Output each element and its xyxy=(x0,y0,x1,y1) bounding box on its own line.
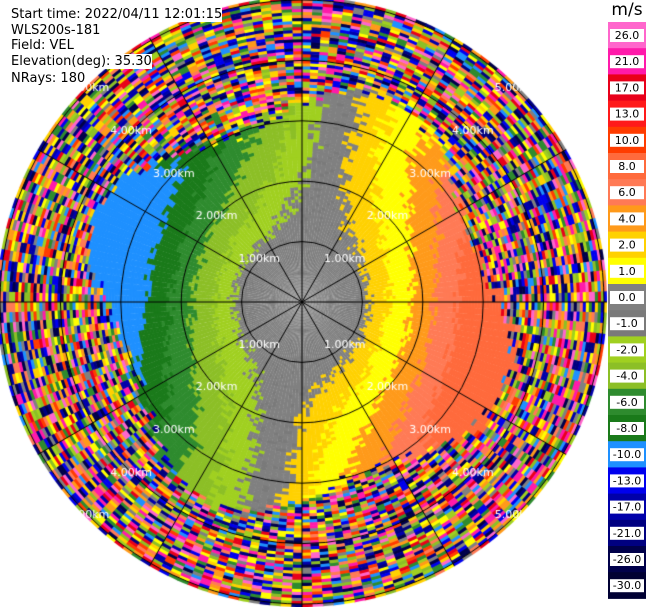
colorbar-tick-label: -30.0 xyxy=(613,579,641,592)
colorbar-tick-label: 26.0 xyxy=(615,29,640,42)
colorbar-tick-label: 10.0 xyxy=(615,134,640,147)
colorbar-tick-bg xyxy=(610,29,644,42)
colorbar-tick-bg xyxy=(610,55,644,69)
colorbar-tick-bg xyxy=(610,133,644,147)
colorbar-tick-bg xyxy=(610,238,644,252)
colorbar-tick-label: 4.0 xyxy=(618,212,636,225)
colorbar-tick-bg xyxy=(610,107,644,121)
colorbar-tick-bg xyxy=(610,369,644,383)
colorbar-tick-bg xyxy=(610,553,644,566)
colorbar-tick-bg xyxy=(610,526,644,540)
elevation-label: Elevation(deg): 35.30 xyxy=(11,54,152,69)
colorbar-tick-label: 13.0 xyxy=(615,108,640,121)
colorbar-tick-label: -6.0 xyxy=(616,396,637,409)
colorbar-tick-bg xyxy=(610,81,644,95)
colorbar-tick-bg xyxy=(610,317,644,331)
colorbar-tick-bg xyxy=(610,343,644,357)
colorbar-tick-label: -21.0 xyxy=(613,527,641,540)
colorbar-tick-label: -8.0 xyxy=(616,422,637,435)
colorbar-unit-label: m/s xyxy=(611,0,643,20)
colorbar-tick-bg xyxy=(610,395,644,409)
colorbar-tick-bg xyxy=(610,291,644,304)
colorbar-tick-bg xyxy=(610,474,644,488)
colorbar-tick-label: -13.0 xyxy=(613,474,641,487)
instrument-label: WLS200s-181 xyxy=(11,23,101,38)
colorbar-tick-bg xyxy=(610,579,644,593)
colorbar-tick-label: -1.0 xyxy=(616,317,637,330)
colorbar-tick-label: 6.0 xyxy=(618,186,636,199)
nrays-label: NRays: 180 xyxy=(11,71,86,86)
colorbar: 26.0 21.0 17.0 13.0 10.0 8.0 6.0 4.0 2.0 1.0 0.0 -1… xyxy=(608,22,646,599)
colorbar-tick-label: 8.0 xyxy=(618,160,636,173)
colorbar-tick-label: 1.0 xyxy=(618,265,636,278)
colorbar-tick-bg xyxy=(610,264,644,278)
field-label: Field: VEL xyxy=(11,38,74,53)
colorbar-tick-label: -2.0 xyxy=(616,343,637,356)
colorbar-tick-bg xyxy=(610,212,644,226)
colorbar-tick-bg xyxy=(610,422,644,435)
colorbar-tick-bg xyxy=(610,448,644,462)
colorbar-tick-label: -4.0 xyxy=(616,370,637,383)
colorbar-tick-bg xyxy=(610,186,644,200)
colorbar-tick-label: 17.0 xyxy=(615,81,640,94)
colorbar-tick-label: -17.0 xyxy=(613,501,641,514)
colorbar-tick-label: 2.0 xyxy=(618,239,636,252)
colorbar-tick-bg xyxy=(610,160,644,173)
colorbar-tick-bg xyxy=(610,500,644,514)
colorbar-tick-label: -26.0 xyxy=(613,553,641,566)
start-time-label: Start time: 2022/04/11 12:01:15 xyxy=(11,7,223,22)
colorbar-tick-label: 21.0 xyxy=(615,55,640,68)
colorbar-tick-label: -10.0 xyxy=(613,448,641,461)
colorbar-tick-label: 0.0 xyxy=(618,291,636,304)
